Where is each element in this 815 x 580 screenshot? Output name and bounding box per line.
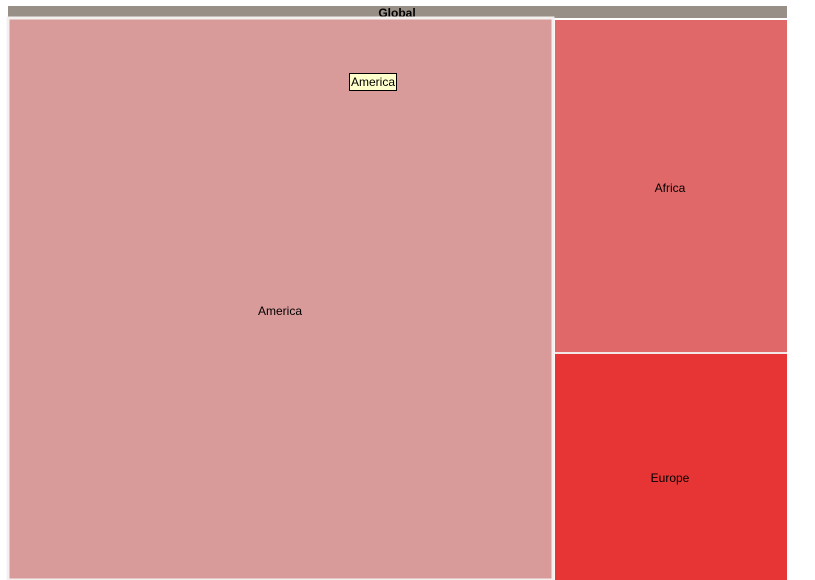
tile-america[interactable] xyxy=(6,16,555,580)
tile-europe[interactable] xyxy=(555,354,787,580)
tile-label-africa: Africa xyxy=(655,181,686,195)
hover-tooltip: America xyxy=(349,73,398,91)
treemap-tiles-group: America Africa Europe xyxy=(6,16,787,580)
treemap-root-bar[interactable] xyxy=(8,6,787,18)
tile-africa[interactable] xyxy=(555,20,787,352)
tile-label-europe: Europe xyxy=(651,471,690,485)
tile-label-america: America xyxy=(258,304,302,318)
